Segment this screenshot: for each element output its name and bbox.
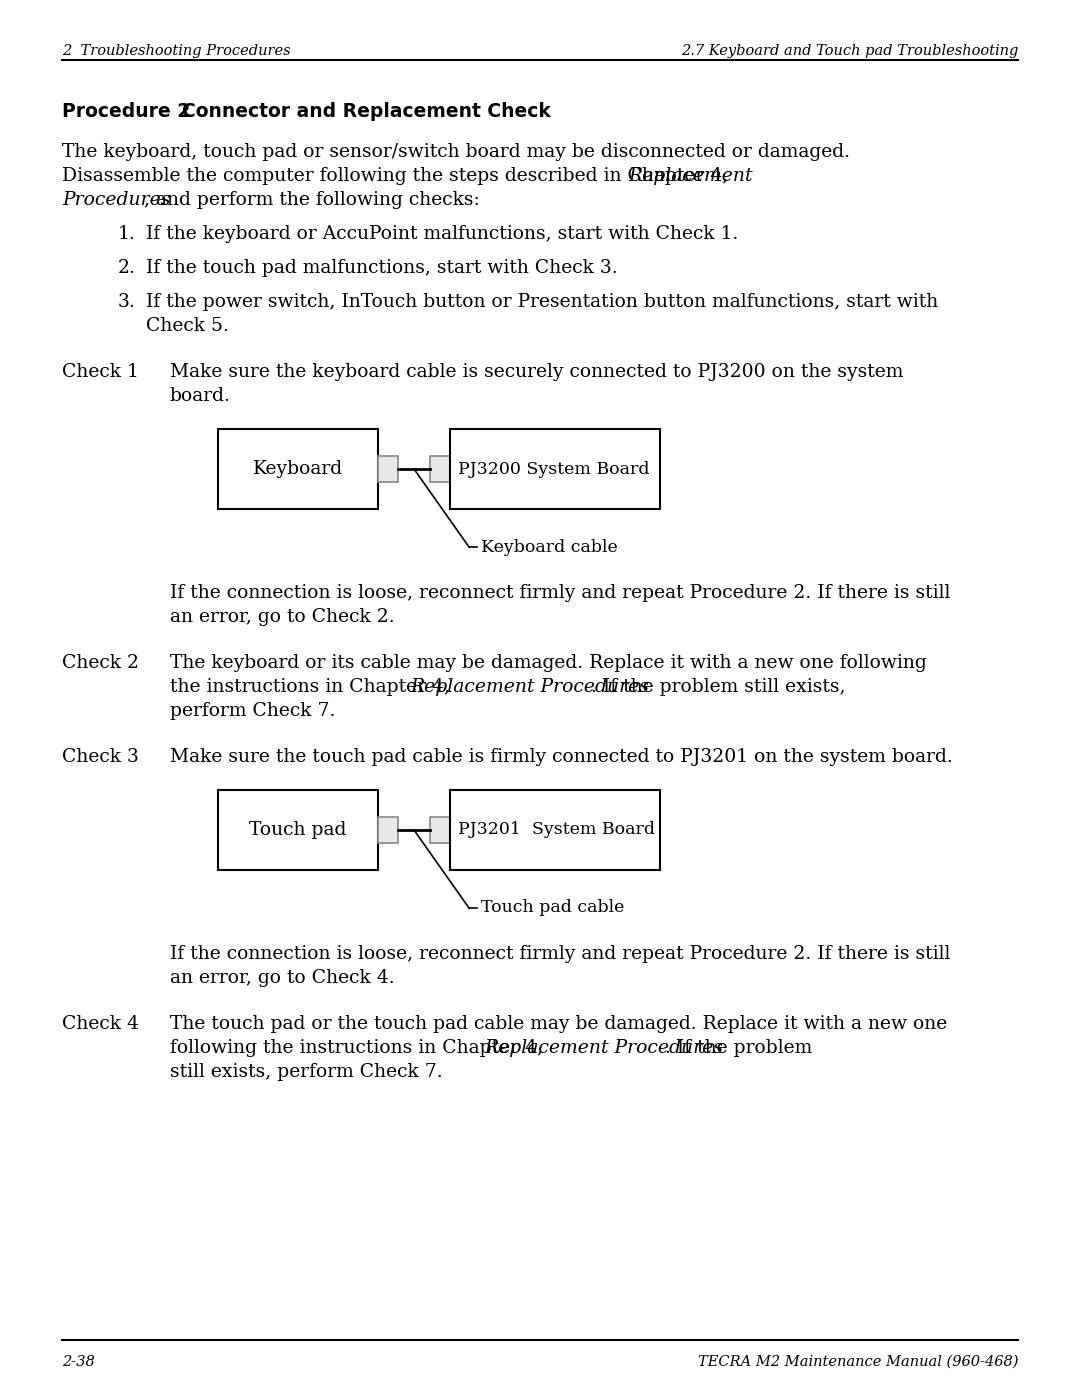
Text: 3.: 3.	[118, 293, 136, 312]
Text: Check 5.: Check 5.	[146, 317, 229, 335]
Text: Check 3: Check 3	[62, 747, 139, 766]
Text: Procedures: Procedures	[62, 191, 171, 210]
Text: 2.: 2.	[118, 258, 136, 277]
Bar	[218, 429, 378, 509]
Text: Touch pad: Touch pad	[249, 821, 347, 840]
Text: If the touch pad malfunctions, start with Check 3.: If the touch pad malfunctions, start wit…	[146, 258, 618, 277]
Text: Check 1: Check 1	[62, 363, 139, 381]
Bar	[450, 429, 660, 509]
Bar	[430, 817, 450, 842]
Text: an error, go to Check 2.: an error, go to Check 2.	[170, 608, 394, 626]
Text: Touch pad cable: Touch pad cable	[481, 900, 624, 916]
Text: Check 2: Check 2	[62, 654, 139, 672]
Bar	[378, 817, 399, 842]
Text: board.: board.	[170, 387, 231, 405]
Text: the instructions in Chapter 4,: the instructions in Chapter 4,	[170, 678, 456, 696]
Text: . If the problem: . If the problem	[665, 1039, 812, 1058]
Text: PJ3200 System Board: PJ3200 System Board	[458, 461, 649, 478]
Text: The keyboard or its cable may be damaged. Replace it with a new one following: The keyboard or its cable may be damaged…	[170, 654, 927, 672]
Text: 2.7 Keyboard and Touch pad Troubleshooting: 2.7 Keyboard and Touch pad Troubleshooti…	[680, 43, 1018, 59]
Text: 2  Troubleshooting Procedures: 2 Troubleshooting Procedures	[62, 43, 291, 59]
Text: Replacement: Replacement	[627, 168, 753, 184]
Text: If the keyboard or AccuPoint malfunctions, start with Check 1.: If the keyboard or AccuPoint malfunction…	[146, 225, 739, 243]
Text: Connector and Replacement Check: Connector and Replacement Check	[183, 102, 551, 122]
Text: Replacement Procedures: Replacement Procedures	[484, 1039, 723, 1058]
Text: Disassemble the computer following the steps described in Chapter 4,: Disassemble the computer following the s…	[62, 168, 734, 184]
Bar	[378, 455, 399, 482]
Text: , and perform the following checks:: , and perform the following checks:	[144, 191, 480, 210]
Text: perform Check 7.: perform Check 7.	[170, 703, 336, 719]
Text: If the connection is loose, reconnect firmly and repeat Procedure 2. If there is: If the connection is loose, reconnect fi…	[170, 584, 950, 602]
Text: PJ3201  System Board: PJ3201 System Board	[458, 821, 654, 838]
Bar	[430, 455, 450, 482]
Text: Keyboard cable: Keyboard cable	[481, 538, 618, 556]
Text: still exists, perform Check 7.: still exists, perform Check 7.	[170, 1063, 443, 1081]
Text: If the connection is loose, reconnect firmly and repeat Procedure 2. If there is: If the connection is loose, reconnect fi…	[170, 944, 950, 963]
Text: The keyboard, touch pad or sensor/switch board may be disconnected or damaged.: The keyboard, touch pad or sensor/switch…	[62, 142, 850, 161]
Text: If the power switch, InTouch button or Presentation button malfunctions, start w: If the power switch, InTouch button or P…	[146, 293, 939, 312]
Text: 2-38: 2-38	[62, 1355, 95, 1369]
Text: an error, go to Check 4.: an error, go to Check 4.	[170, 970, 394, 988]
Text: Keyboard: Keyboard	[253, 460, 343, 478]
Text: 1.: 1.	[118, 225, 136, 243]
Text: Replacement Procedures: Replacement Procedures	[410, 678, 649, 696]
Bar	[450, 789, 660, 870]
Bar	[218, 789, 378, 870]
Text: Check 4: Check 4	[62, 1016, 139, 1032]
Text: The touch pad or the touch pad cable may be damaged. Replace it with a new one: The touch pad or the touch pad cable may…	[170, 1016, 947, 1032]
Text: Make sure the touch pad cable is firmly connected to PJ3201 on the system board.: Make sure the touch pad cable is firmly …	[170, 747, 953, 766]
Text: Make sure the keyboard cable is securely connected to PJ3200 on the system: Make sure the keyboard cable is securely…	[170, 363, 903, 381]
Text: . If the problem still exists,: . If the problem still exists,	[591, 678, 846, 696]
Text: TECRA M2 Maintenance Manual (960-468): TECRA M2 Maintenance Manual (960-468)	[698, 1355, 1018, 1369]
Text: Procedure 2: Procedure 2	[62, 102, 190, 122]
Text: following the instructions in Chapter 4,: following the instructions in Chapter 4,	[170, 1039, 549, 1058]
